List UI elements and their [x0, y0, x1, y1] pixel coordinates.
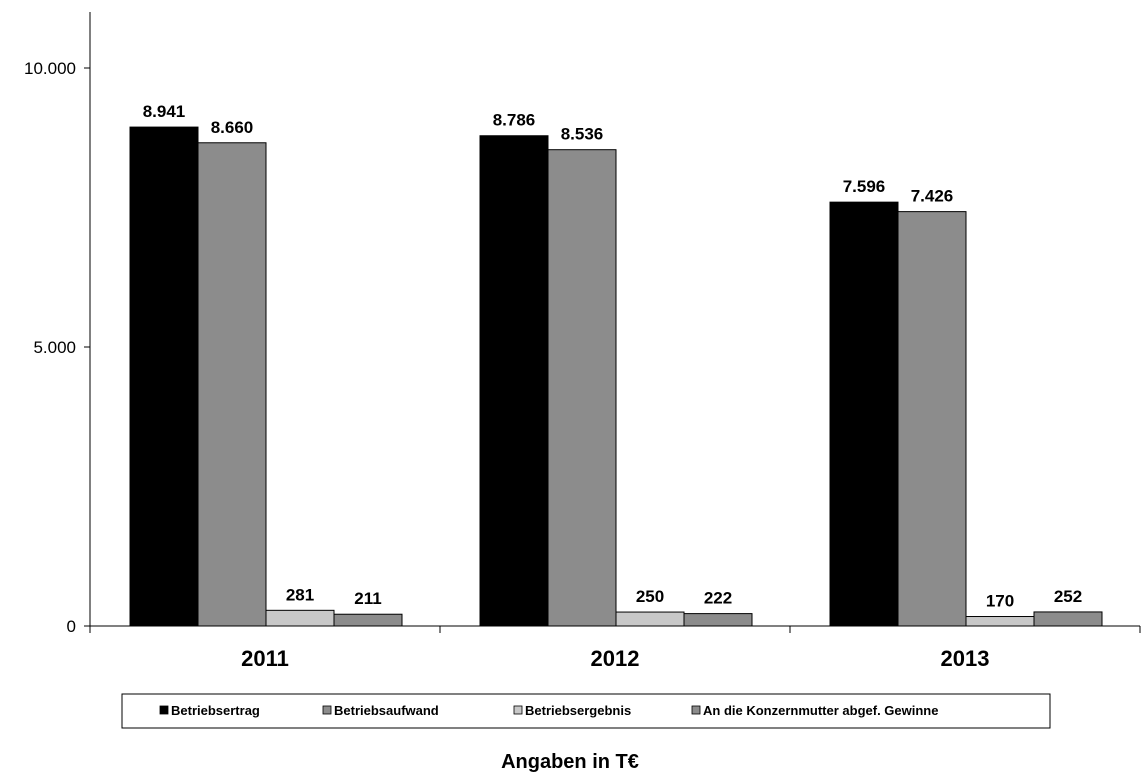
data-label: 8.786: [493, 111, 536, 130]
bar: [547, 149, 617, 627]
legend-label: Betriebsertrag: [171, 703, 260, 718]
legend-label: An die Konzernmutter abgef. Gewinne: [703, 703, 938, 718]
data-label: 222: [704, 589, 732, 608]
bar: [479, 135, 549, 627]
unit-note: Angaben in T€: [501, 751, 639, 773]
data-label: 252: [1054, 587, 1082, 606]
x-axis-category-labels: 2011 2012 2013: [241, 646, 989, 671]
bar: [615, 611, 685, 627]
data-label: 211: [354, 589, 381, 608]
bar: [129, 126, 199, 627]
bar: [265, 609, 335, 627]
data-label: 281: [286, 585, 314, 604]
bar: [897, 211, 967, 627]
bar-series: [129, 126, 1103, 627]
category-label: 2012: [591, 646, 640, 671]
category-label: 2013: [941, 646, 990, 671]
legend-swatch: [513, 705, 523, 715]
legend-items: Betriebsertrag Betriebsaufwand Betriebserg…: [159, 703, 938, 718]
legend-swatch: [322, 705, 332, 715]
data-label: 8.536: [561, 125, 604, 144]
legend-swatch: [691, 705, 701, 715]
data-label: 7.596: [843, 177, 886, 196]
y-axis-ticks: 0 5.000 10.000: [24, 59, 90, 636]
bar: [965, 616, 1035, 627]
bar: [829, 201, 899, 627]
bar: [333, 613, 403, 627]
data-labels: 8.941 8.660 281 211 8.786 8.536 250 222 7.596 7.4…: [143, 102, 1082, 610]
data-label: 7.426: [911, 187, 954, 206]
bar: [1033, 611, 1103, 627]
legend-box: [121, 693, 1051, 729]
legend-label: Betriebsaufwand: [334, 703, 439, 718]
legend-swatch: [159, 705, 169, 715]
y-tick-label: 5.000: [33, 338, 76, 357]
data-label: 8.941: [143, 102, 186, 121]
bar: [683, 613, 753, 627]
data-label: 8.660: [211, 118, 254, 137]
legend: Betriebsertrag Betriebsaufwand Betriebserg…: [121, 693, 1051, 729]
y-tick-label: 10.000: [24, 59, 76, 78]
y-tick-label: 0: [67, 617, 76, 636]
category-label: 2011: [241, 646, 289, 671]
legend-label: Betriebsergebnis: [525, 703, 631, 718]
data-label: 250: [636, 587, 664, 606]
data-label: 170: [986, 592, 1014, 611]
bar: [197, 142, 267, 627]
